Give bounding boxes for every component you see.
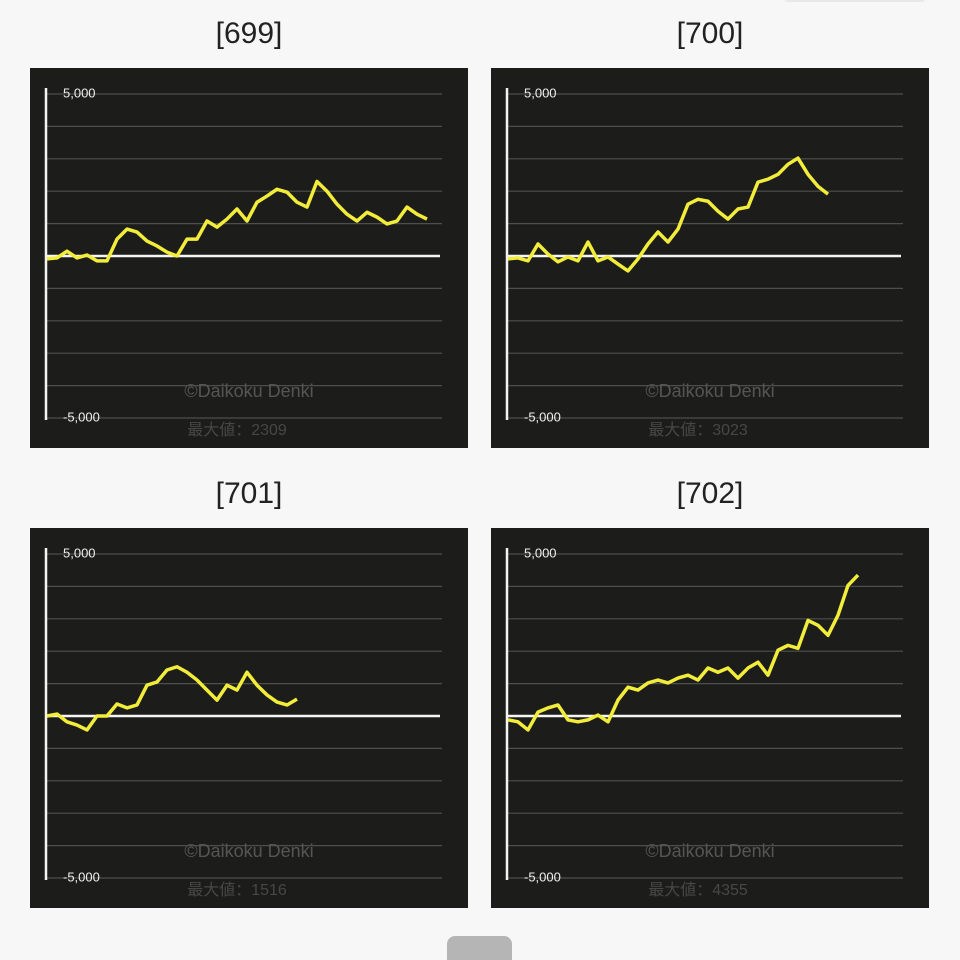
chart: 5,000 -5,000 ©Daikoku Denki 最大値：4355 bbox=[491, 528, 929, 908]
chart-title: [702] bbox=[677, 477, 744, 510]
chart-title: [700] bbox=[677, 17, 744, 50]
watermark: ©Daikoku Denki bbox=[184, 841, 313, 861]
data-line bbox=[46, 665, 298, 732]
chart: 5,000 -5,000 ©Daikoku Denki 最大値：3023 bbox=[491, 68, 929, 448]
chart-background bbox=[491, 528, 929, 908]
watermark: ©Daikoku Denki bbox=[184, 381, 313, 401]
watermark: ©Daikoku Denki bbox=[645, 381, 774, 401]
max-label: 最大値：1516 bbox=[187, 881, 287, 899]
data-line bbox=[507, 156, 830, 273]
chart: 5,000 -5,000 ©Daikoku Denki 最大値：2309 bbox=[30, 68, 468, 448]
data-line bbox=[46, 179, 428, 263]
y-tick-label: -5,000 bbox=[63, 869, 100, 884]
max-label: 最大値：3023 bbox=[648, 421, 748, 439]
y-tick-label: 5,000 bbox=[524, 545, 557, 560]
chart: 5,000 -5,000 ©Daikoku Denki 最大値：1516 bbox=[30, 528, 468, 908]
max-label: 最大値：2309 bbox=[187, 421, 287, 439]
y-tick-label: 5,000 bbox=[63, 545, 96, 560]
y-tick-label: 5,000 bbox=[524, 85, 557, 100]
y-tick-label: -5,000 bbox=[524, 409, 561, 424]
scroll-button[interactable] bbox=[447, 936, 512, 960]
chart-background bbox=[30, 68, 468, 448]
chart-background bbox=[30, 528, 468, 908]
y-tick-label: -5,000 bbox=[63, 409, 100, 424]
chart-title: [699] bbox=[216, 17, 283, 50]
y-tick-label: -5,000 bbox=[524, 869, 561, 884]
y-tick-label: 5,000 bbox=[63, 85, 96, 100]
data-line bbox=[507, 573, 860, 732]
max-label: 最大値：4355 bbox=[648, 881, 748, 899]
chart-title: [701] bbox=[216, 477, 283, 510]
top-bar bbox=[785, 0, 925, 2]
watermark: ©Daikoku Denki bbox=[645, 841, 774, 861]
